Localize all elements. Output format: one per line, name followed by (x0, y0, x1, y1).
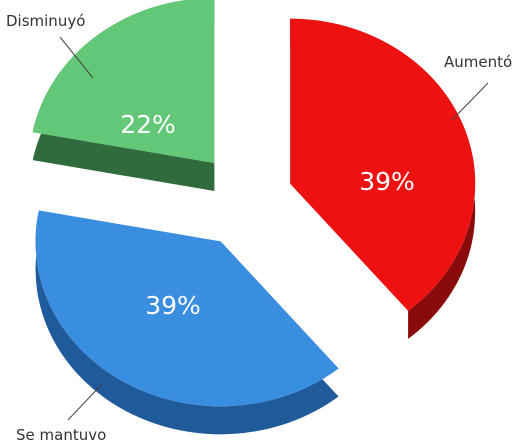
leader-line-se-mantuvo (67, 382, 104, 421)
pie-slice-se-mantuvo (35, 210, 339, 407)
slice-label-aumento: Aumentó (444, 53, 512, 71)
slice-value-label-se-mantuvo: 39% (145, 291, 201, 320)
pie-slices (32, 0, 476, 407)
leader-line-disminuyo (59, 36, 94, 79)
pie-slice-aumento (290, 18, 476, 311)
slice-label-se-mantuvo: Se mantuvo (16, 426, 106, 444)
leader-line-aumento (451, 82, 489, 121)
slice-value-label-aumento: 39% (359, 167, 415, 196)
pie-slice-side-disminuyo (32, 0, 215, 192)
pie-value-labels: 39% 39% 22% (120, 110, 415, 320)
leader-lines (59, 36, 489, 421)
slice-label-disminuyo: Disminuyó (6, 12, 85, 30)
category-labels: Aumentó Se mantuvo Disminuyó (6, 12, 512, 444)
pie-slice-disminuyo (32, 0, 215, 164)
slice-value-label-disminuyo: 22% (120, 110, 176, 139)
pie-slice-side-se-mantuvo (35, 210, 339, 435)
